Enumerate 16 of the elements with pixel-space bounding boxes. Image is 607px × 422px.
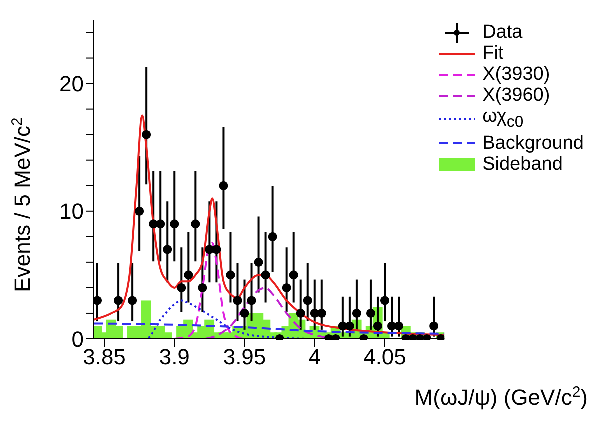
y-tick-label: 20 (60, 72, 84, 97)
y-tick-label: 10 (60, 199, 84, 224)
legend-label: ωχ$_{c0}$ (482, 106, 524, 133)
x-axis-title: M(ωJ/ψ) (GeV/c$^{2}$) (414, 384, 588, 410)
legend-label: Data (482, 22, 523, 43)
x-tick-label: 3.9 (159, 344, 190, 370)
legend-label: X(3960) (482, 85, 550, 106)
legend-label: Fit (482, 43, 504, 64)
legend-label: X(3930) (482, 64, 550, 85)
legend-label: Sideband (482, 154, 563, 175)
x-tick-label: 4 (308, 344, 321, 370)
legend-label: Background (482, 132, 584, 154)
x-tick-label: 3.95 (223, 344, 266, 370)
x-tick-label: 4.05 (364, 344, 406, 370)
y-tick-label: 0 (72, 326, 84, 352)
x-tick-label: 3.85 (83, 344, 126, 370)
